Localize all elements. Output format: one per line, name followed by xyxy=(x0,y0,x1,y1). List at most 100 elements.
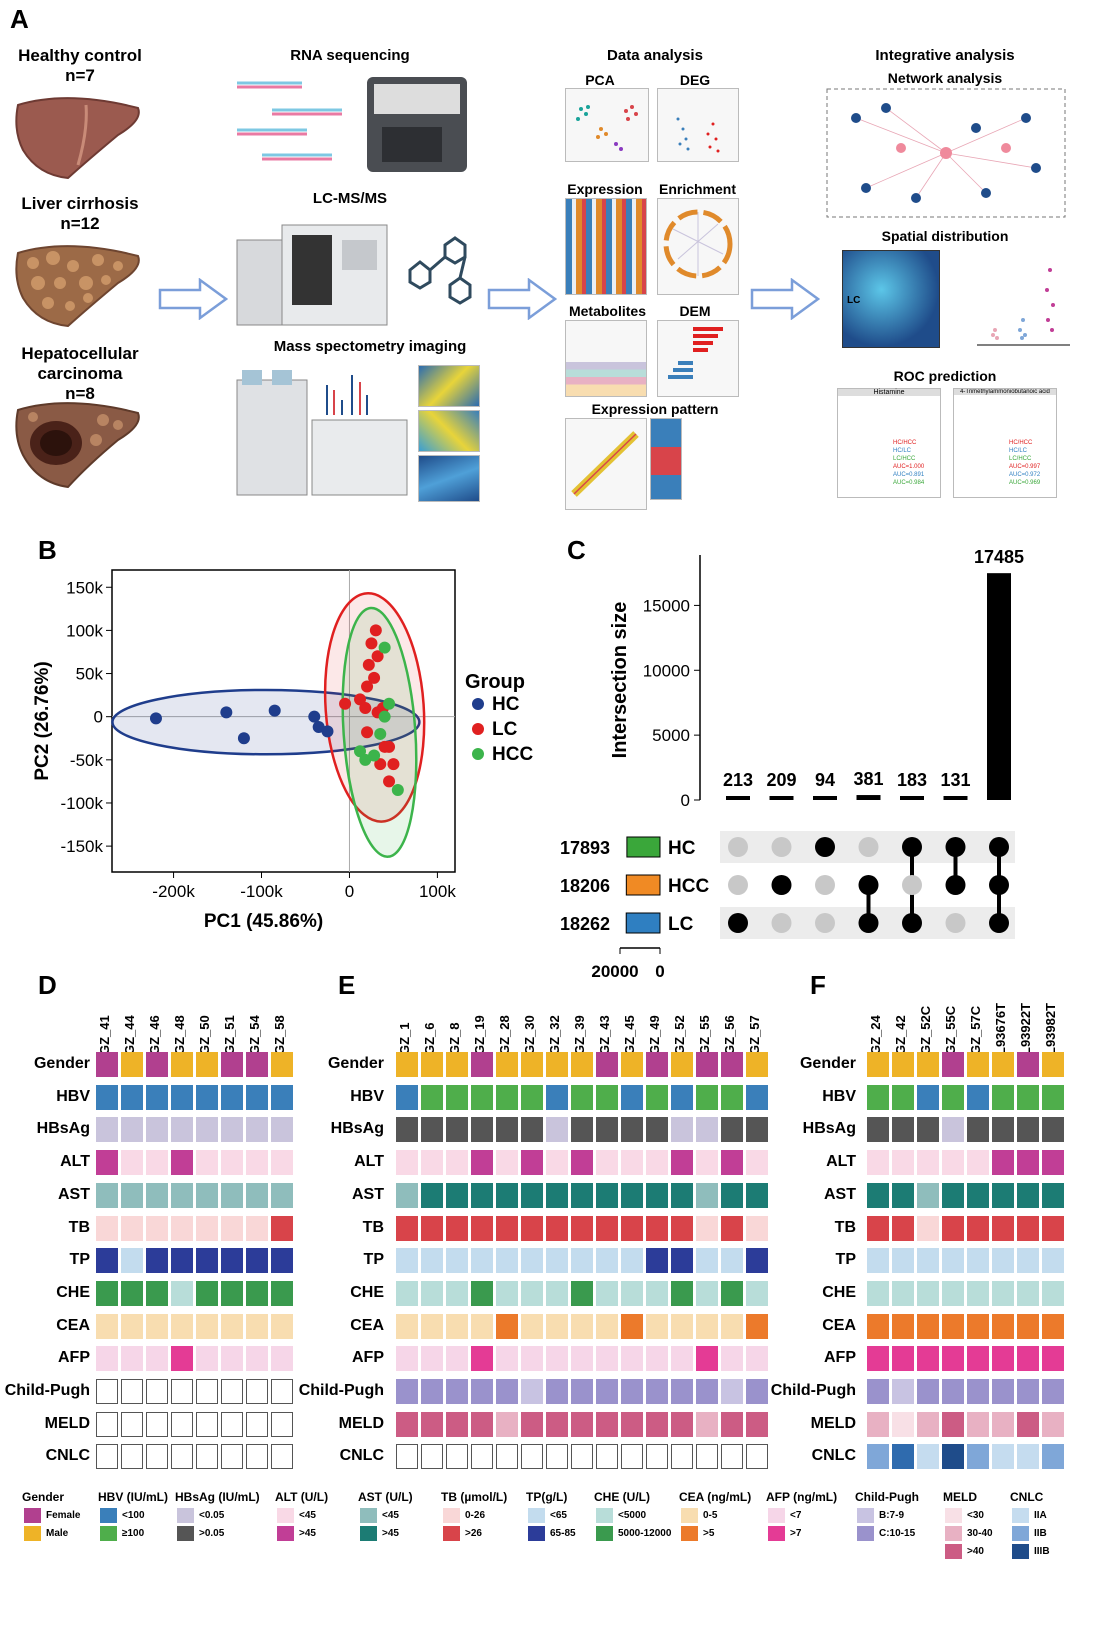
heatmap-d-cell xyxy=(96,1182,118,1208)
heatmap-f-cell xyxy=(867,1346,889,1372)
heatmap-e-cell xyxy=(746,1379,768,1404)
heatmap-f-sample-label: L93982T xyxy=(1043,1002,1058,1055)
heatmap-e-cell xyxy=(546,1346,568,1372)
heatmap-e-cell xyxy=(446,1150,468,1176)
heatmap-e-cell xyxy=(696,1248,718,1274)
heatmap-e-cell xyxy=(721,1052,743,1077)
legend-item-label: 5000-12000 xyxy=(618,1528,672,1539)
heatmap-d-cell xyxy=(146,1182,168,1208)
legend-swatch xyxy=(681,1526,698,1541)
heatmap-d-cell xyxy=(121,1411,143,1437)
heatmap-e-cell xyxy=(596,1215,618,1241)
heatmap-e-cell xyxy=(521,1313,543,1339)
legend-item-label: <7 xyxy=(790,1510,802,1521)
upset-ytick-label: 10000 xyxy=(643,661,690,680)
upset-bar-label: 209 xyxy=(766,770,796,790)
heatmap-e-cell xyxy=(396,1280,418,1306)
heatmap-e-cell xyxy=(646,1411,668,1437)
legend-swatch xyxy=(443,1508,460,1523)
cohort-lc: Liver cirrhosis n=12 xyxy=(5,194,155,234)
heatmap-e-sample-label: GZ_28 xyxy=(497,1015,512,1055)
data-analysis-title: Data analysis xyxy=(607,47,703,64)
heatmap-e-cell xyxy=(546,1444,568,1470)
heatmap-e-cell xyxy=(721,1117,743,1143)
legend-item-label: 30-40 xyxy=(967,1528,993,1539)
pca-point-lc xyxy=(361,726,374,739)
heatmap-e-cell xyxy=(546,1182,568,1208)
heatmap-e-cell xyxy=(446,1052,468,1077)
heatmap-d-cell xyxy=(146,1052,168,1077)
legend-item-label: C:10-15 xyxy=(879,1528,916,1539)
upset-dot xyxy=(771,837,792,857)
heatmap-f-cell xyxy=(942,1182,964,1208)
roc-tmab-title: 4-Trimethylammoniobutanoic acid xyxy=(954,389,1056,395)
roc-label: ROC prediction xyxy=(893,368,997,384)
heatmap-d-cell xyxy=(146,1215,168,1241)
pca-point-hc xyxy=(321,725,334,738)
heatmap-e-cell xyxy=(471,1411,493,1437)
legend-title: TP(g/L) xyxy=(526,1490,568,1504)
heatmap-d-cell xyxy=(196,1117,218,1143)
heatmap-e-cell xyxy=(596,1280,618,1306)
pca-point-hc xyxy=(149,712,162,725)
legend-item-label: B:7-9 xyxy=(879,1510,905,1521)
cohort-lc-n: n=12 xyxy=(60,214,100,233)
heatmap-e-cell xyxy=(521,1444,543,1470)
roc1-legend-3: LC/HCC xyxy=(893,456,916,462)
pca-label: PCA xyxy=(585,72,615,88)
heatmap-f-cell xyxy=(867,1444,889,1470)
heatmap-e-cell xyxy=(721,1444,743,1470)
pca-legend-label: HCC xyxy=(492,744,533,765)
pca-point-lc xyxy=(371,650,384,663)
heatmap-d-cell xyxy=(221,1444,243,1470)
upset-ytick-label: 5000 xyxy=(652,726,690,745)
heatmap-d-cell xyxy=(171,1280,193,1306)
heatmap-d-cell xyxy=(221,1150,243,1176)
heatmap-e-cell xyxy=(671,1444,693,1470)
roc1-legend-1: HC/HCC xyxy=(893,440,917,446)
heatmap-d-row-label: HBV xyxy=(56,1087,90,1105)
heatmap-e-cell xyxy=(746,1182,768,1208)
heatmap-e-cell xyxy=(471,1248,493,1274)
heatmap-d-cell xyxy=(246,1117,268,1143)
heatmap-e-cell xyxy=(421,1248,443,1274)
heatmap-d-cell xyxy=(121,1346,143,1372)
heatmap-d-row-label: AFP xyxy=(58,1349,90,1367)
pca-ytick-label: -150k xyxy=(60,837,103,856)
heatmap-e-cell xyxy=(721,1411,743,1437)
heatmap-e-sample-label: GZ_19 xyxy=(472,1015,487,1055)
upset-dot xyxy=(858,875,879,895)
heatmap-e-cell xyxy=(421,1379,443,1404)
heatmap-f-cell xyxy=(942,1280,964,1306)
heatmap-d-cell xyxy=(171,1411,193,1437)
heatmap-e-cell xyxy=(696,1444,718,1470)
heatmap-f-cell xyxy=(992,1444,1014,1470)
heatmap-d-cell xyxy=(271,1150,293,1176)
heatmap-e-cell xyxy=(596,1248,618,1274)
heatmap-f-cell xyxy=(892,1248,914,1274)
pca-point-lc xyxy=(368,671,381,684)
panel-label-e: E xyxy=(338,970,356,1000)
heatmap-e-cell xyxy=(396,1379,418,1404)
heatmap-f-sample-label: GZ_52C xyxy=(918,1005,933,1055)
heatmap-e-cell xyxy=(721,1346,743,1372)
heatmap-f-cell xyxy=(917,1280,939,1306)
heatmap-f-cell xyxy=(1017,1215,1039,1241)
heatmap-d-cell xyxy=(246,1215,268,1241)
heatmap-f-sample-label: GZ_42 xyxy=(893,1015,908,1055)
roc-tmab-legend: HC/HCC HC/LC LC/HCC AUC=0.997 AUC=0.972 … xyxy=(1009,439,1040,487)
pca-point-lc xyxy=(339,697,352,710)
heatmap-e-cell xyxy=(671,1084,693,1110)
legend-swatch xyxy=(596,1526,613,1541)
panel-label-a: A xyxy=(10,4,29,34)
upset-ytick-label: 15000 xyxy=(643,596,690,615)
heatmap-f-row-label: MELD xyxy=(810,1414,856,1432)
method-lcms: LC-MS/MS xyxy=(312,190,388,207)
metabolites-label: Metabolites xyxy=(568,303,646,319)
heatmap-d-sample-label: GZ_46 xyxy=(147,1015,162,1055)
integrative-title: Integrative analysis xyxy=(875,47,1015,64)
upset-set-size: 18206 xyxy=(560,876,610,896)
heatmap-d-cell xyxy=(121,1379,143,1404)
heatmap-e-cell xyxy=(396,1117,418,1143)
pca-legend-marker xyxy=(472,723,484,735)
